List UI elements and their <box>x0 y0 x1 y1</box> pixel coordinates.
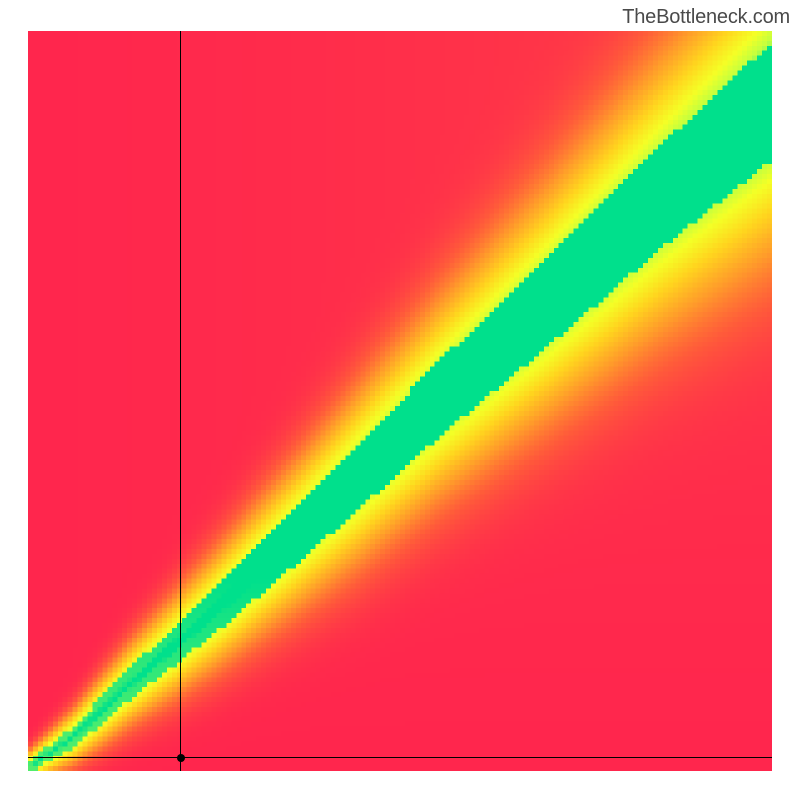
watermark-text: TheBottleneck.com <box>622 6 790 29</box>
bottleneck-heatmap <box>28 31 772 771</box>
crosshair-vertical-line <box>180 31 181 771</box>
crosshair-horizontal-line <box>28 757 772 758</box>
figure-container: TheBottleneck.com <box>0 0 800 800</box>
crosshair-marker <box>177 754 185 762</box>
plot-frame <box>28 31 772 771</box>
